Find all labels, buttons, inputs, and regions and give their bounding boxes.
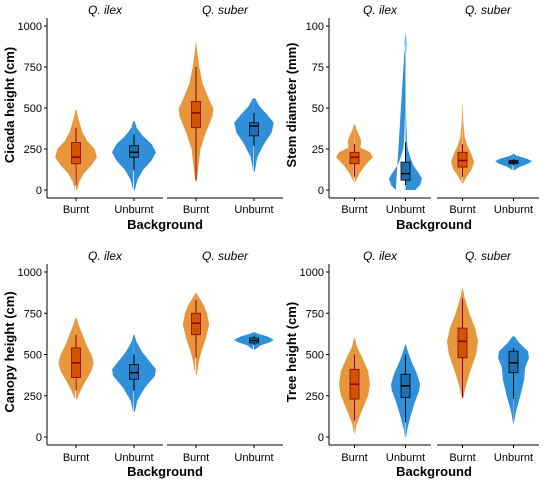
- box-unburnt: [129, 145, 139, 158]
- y-tick-label: 750: [24, 62, 42, 74]
- x-tick-label: Unburnt: [494, 452, 533, 464]
- y-tick-label: 250: [24, 144, 42, 156]
- facet-title: Q. ilex: [363, 249, 398, 263]
- box-burnt: [457, 151, 468, 168]
- y-tick-label: 750: [24, 308, 42, 320]
- x-tick-label: Burnt: [341, 204, 367, 216]
- y-tick-label: 250: [306, 391, 324, 403]
- panel-1: 0 250 500 750 1000 Cicada height (cm) Backgrou…: [2, 3, 283, 232]
- y-tick-label: 1000: [300, 267, 324, 279]
- box-unburnt: [508, 350, 519, 374]
- x-tick-label: Unburnt: [234, 452, 273, 464]
- x-tick-label: Unburnt: [114, 204, 153, 216]
- x-tick-label: Burnt: [63, 204, 89, 216]
- x-tick-label: Unburnt: [386, 204, 425, 216]
- y-tick-label: 250: [24, 391, 42, 403]
- y-tick-label: 500: [306, 350, 324, 362]
- x-tick-label: Burnt: [183, 452, 209, 464]
- y-tick-label: 500: [24, 103, 42, 115]
- y-tick-label: 750: [306, 308, 324, 320]
- x-tick-label: Burnt: [63, 452, 89, 464]
- y-tick-label: 50: [312, 103, 324, 115]
- x-tick-label: Unburnt: [114, 452, 153, 464]
- facet-title: Q. ilex: [88, 249, 123, 263]
- x-tick-label: Unburnt: [386, 452, 425, 464]
- x-axis-title: Background: [127, 217, 203, 232]
- violin-burnt: [450, 103, 475, 184]
- y-axis-title: Tree height (cm): [284, 302, 299, 402]
- y-tick-label: 1000: [18, 21, 42, 33]
- facet-title: Q. ilex: [88, 3, 123, 17]
- x-axis-title: Background: [127, 464, 203, 479]
- x-tick-label: Burnt: [449, 452, 475, 464]
- box-burnt: [457, 327, 468, 359]
- box-burnt: [191, 101, 201, 129]
- facet-title: Q. suber: [202, 249, 249, 263]
- box-burnt: [349, 151, 360, 165]
- y-axis-title: Canopy height (cm): [2, 291, 17, 412]
- y-tick-label: 0: [318, 432, 324, 444]
- y-tick-label: 1000: [18, 267, 42, 279]
- panel-2: 0 25 50 75 100 Stem diameter (mm) Background Q.…: [284, 3, 539, 232]
- x-axis-title: Background: [396, 217, 472, 232]
- y-tick-label: 500: [24, 350, 42, 362]
- y-tick-label: 0: [36, 432, 42, 444]
- x-tick-label: Burnt: [449, 204, 475, 216]
- facet-title: Q. suber: [465, 249, 512, 263]
- x-tick-label: Burnt: [183, 204, 209, 216]
- box-unburnt: [129, 363, 139, 380]
- y-tick-label: 25: [312, 144, 324, 156]
- violin-unburnt: [389, 34, 422, 191]
- y-tick-label: 75: [312, 62, 324, 74]
- x-tick-label: Unburnt: [234, 204, 273, 216]
- box-burnt: [191, 312, 201, 336]
- box-unburnt: [400, 161, 411, 181]
- x-axis-title: Background: [396, 464, 472, 479]
- y-tick-label: 0: [318, 185, 324, 197]
- y-axis-title: Cicada height (cm): [2, 47, 17, 163]
- x-tick-label: Burnt: [341, 452, 367, 464]
- facet-title: Q. ilex: [363, 3, 398, 17]
- x-tick-label: Unburnt: [494, 204, 533, 216]
- panel-4: 0 250 500 750 1000 Tree height (cm) Background…: [284, 249, 539, 479]
- box-unburnt: [249, 122, 259, 137]
- facet-title: Q. suber: [202, 3, 249, 17]
- facet-title: Q. suber: [465, 3, 512, 17]
- box-burnt: [71, 142, 81, 165]
- y-tick-label: 100: [306, 21, 324, 33]
- y-tick-label: 0: [36, 185, 42, 197]
- y-axis-title: Stem diameter (mm): [284, 43, 299, 168]
